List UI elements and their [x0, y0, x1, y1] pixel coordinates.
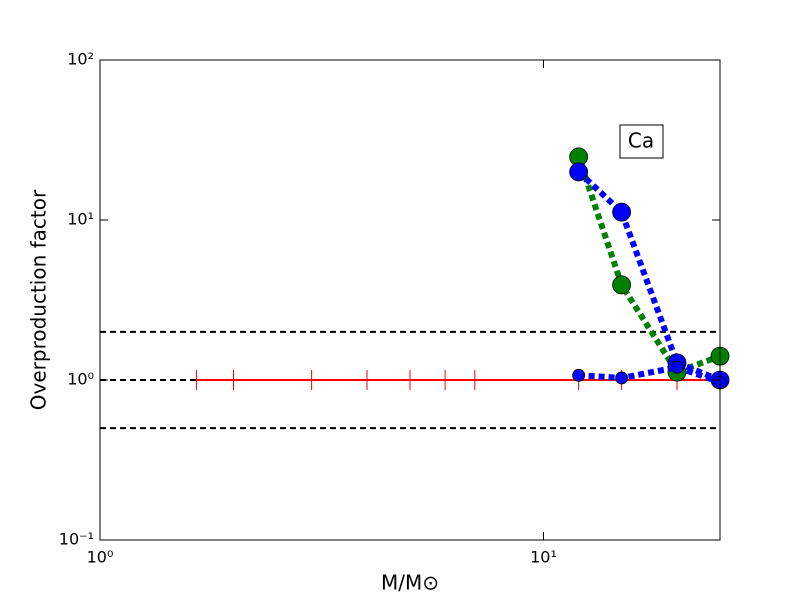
data-point	[572, 368, 586, 382]
annotation-box	[619, 124, 664, 159]
data-point	[612, 275, 632, 295]
x-axis-label: M/M⊙	[381, 571, 439, 595]
data-line	[575, 155, 722, 376]
y-tick-label: 10⁻¹	[59, 530, 94, 549]
data-line	[578, 364, 721, 385]
data-point	[612, 202, 632, 222]
data-line	[576, 169, 722, 383]
data-point	[615, 371, 629, 385]
x-tick-label: 10⁰	[87, 548, 114, 567]
x-tick-label: 10¹	[530, 548, 557, 567]
annotation: Ca	[628, 129, 654, 153]
data-point	[569, 162, 589, 182]
y-tick-label: 10⁰	[67, 370, 94, 389]
plot-frame	[99, 59, 721, 541]
data-point	[670, 360, 684, 374]
y-tick-label: 10¹	[67, 210, 94, 229]
y-axis-label: Overproduction factor	[27, 189, 51, 410]
y-tick-label: 10²	[67, 50, 94, 69]
